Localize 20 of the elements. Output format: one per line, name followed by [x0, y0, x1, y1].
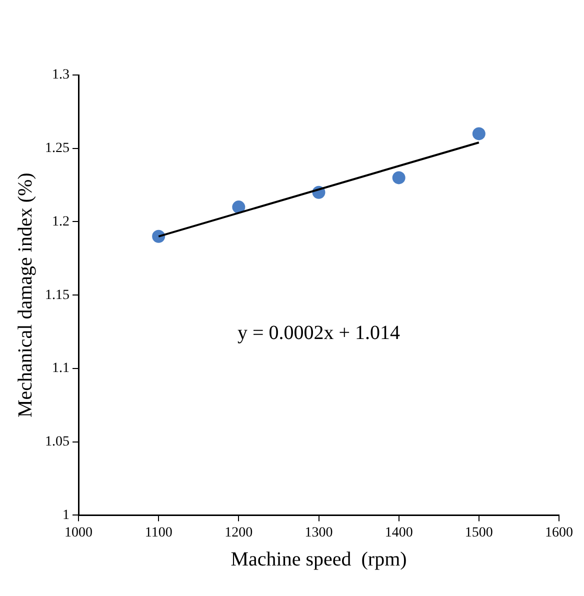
annotation: y = 0.0002x + 1.014: [237, 322, 400, 344]
y-tick-label: 1.3: [52, 68, 70, 83]
point: [472, 127, 486, 140]
x-tick-label: 1300: [304, 525, 333, 540]
x-axis-title: Machine speed (rpm): [230, 548, 407, 570]
y-tick-label: 1.25: [45, 141, 70, 156]
y-tick-label: 1.1: [52, 361, 70, 376]
x-tick-label: 1000: [64, 525, 92, 540]
y-axis-title: Mechanical damage index (%): [14, 172, 36, 418]
point: [392, 171, 406, 184]
x-tick-label: 1600: [545, 525, 573, 540]
y-tick-label: 1.15: [45, 288, 70, 303]
y-tick-label: 1.2: [52, 214, 70, 230]
x-tick-label: 1400: [384, 525, 413, 540]
point: [232, 200, 246, 214]
y-tick-label: 1: [62, 508, 70, 523]
y-tick-label: 1.05: [45, 434, 70, 450]
x-tick-label: 1200: [224, 525, 253, 540]
x-tick-label: 1100: [144, 525, 172, 540]
x-tick-label: 1500: [464, 525, 493, 540]
